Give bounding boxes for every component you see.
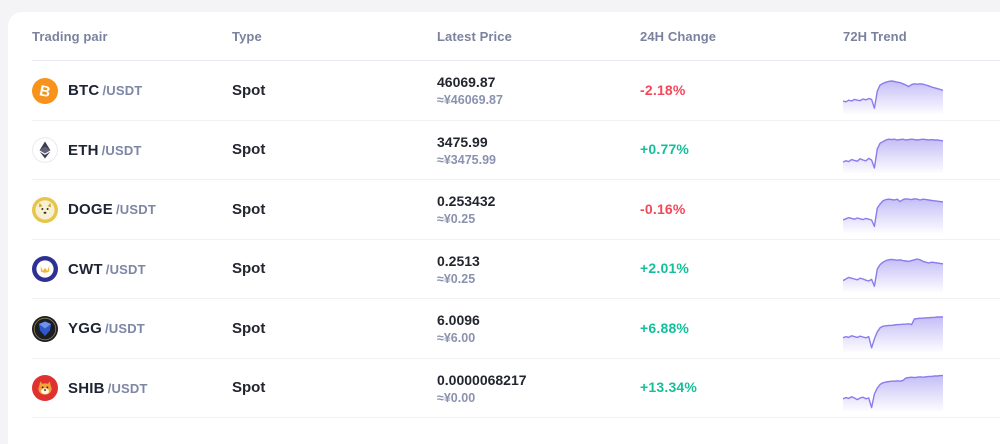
market-type-label: Spot xyxy=(232,200,266,218)
pair-symbol: CWT xyxy=(68,260,103,278)
change-cell: +6.88% xyxy=(640,320,843,338)
price-cell: 3475.99 ≈¥3475.99 xyxy=(437,134,640,167)
trend-sparkline xyxy=(843,80,943,114)
trend-cell xyxy=(843,306,983,352)
trading-pair-cell: YGG /USDT xyxy=(32,315,232,342)
pair-quote: /USDT xyxy=(105,261,146,277)
table-row[interactable]: ETH /USDT Spot 3475.99 ≈¥3475.99 +0.77% xyxy=(8,121,1000,181)
table-body: B BTC /USDT Spot 46069.87 ≈¥46069.87 -2.… xyxy=(8,61,1000,418)
trend-sparkline xyxy=(843,138,943,174)
change-24h: +2.01% xyxy=(640,260,690,277)
change-cell: +13.34% xyxy=(640,379,843,397)
pair-symbol: BTC xyxy=(68,82,100,100)
pair-quote: /USDT xyxy=(115,202,156,218)
price-cell: 0.2513 ≈¥0.25 xyxy=(437,253,640,286)
change-cell: -0.16% xyxy=(640,201,843,219)
market-type-label: Spot xyxy=(232,81,266,99)
pair-symbol: ETH xyxy=(68,141,99,159)
trend-cell xyxy=(843,365,983,412)
trend-sparkline xyxy=(843,375,943,412)
trading-pair-cell: B BTC /USDT xyxy=(32,77,232,104)
trading-pair-cell: DOGE /USDT xyxy=(32,196,232,223)
latest-price-fiat: ≈¥0.25 xyxy=(437,212,476,227)
doge-coin-icon xyxy=(32,196,58,223)
latest-price: 0.253432 xyxy=(437,193,496,210)
column-header-trading-pair: Trading pair xyxy=(32,29,108,44)
eth-coin-icon xyxy=(32,137,58,164)
pair-quote: /USDT xyxy=(107,380,148,396)
change-24h: +6.88% xyxy=(640,319,690,336)
type-cell: Spot xyxy=(232,141,437,159)
change-cell: +2.01% xyxy=(640,260,843,278)
table-row[interactable]: B BTC /USDT Spot 46069.87 ≈¥46069.87 -2.… xyxy=(8,61,1000,121)
table-header: Trading pair Type Latest Price 24H Chang… xyxy=(8,12,1000,61)
pair-quote: /USDT xyxy=(102,83,143,99)
change-24h: -2.18% xyxy=(640,81,686,98)
cwt-coin-icon xyxy=(32,256,58,283)
latest-price-fiat: ≈¥46069.87 xyxy=(437,93,503,108)
column-header-72h-trend: 72H Trend xyxy=(843,29,907,44)
column-header-24h-change: 24H Change xyxy=(640,29,717,44)
price-cell: 46069.87 ≈¥46069.87 xyxy=(437,74,640,107)
change-cell: -2.18% xyxy=(640,82,843,100)
market-type-label: Spot xyxy=(232,260,266,278)
type-cell: Spot xyxy=(232,379,437,397)
pair-quote: /USDT xyxy=(101,142,142,158)
market-pairs-card: Trading pair Type Latest Price 24H Chang… xyxy=(8,12,1000,444)
pair-symbol: YGG xyxy=(68,320,102,338)
trend-cell xyxy=(843,127,983,174)
pair-quote: /USDT xyxy=(104,321,145,337)
table-row[interactable]: CWT /USDT Spot 0.2513 ≈¥0.25 +2.01% xyxy=(8,240,1000,300)
trend-cell xyxy=(843,246,983,293)
type-cell: Spot xyxy=(232,201,437,219)
trend-sparkline xyxy=(843,258,943,293)
type-cell: Spot xyxy=(232,320,437,338)
pair-symbol: DOGE xyxy=(68,201,113,219)
pair-symbol: SHIB xyxy=(68,379,105,397)
change-cell: +0.77% xyxy=(640,141,843,159)
ygg-coin-icon xyxy=(32,315,58,342)
trend-cell xyxy=(843,187,983,233)
change-24h: +0.77% xyxy=(640,141,690,158)
table-row[interactable]: YGG /USDT Spot 6.0096 ≈¥6.00 +6.88% xyxy=(8,299,1000,359)
market-type-label: Spot xyxy=(232,319,266,337)
trend-cell xyxy=(843,68,983,114)
btc-coin-icon: B xyxy=(32,77,58,104)
type-cell: Spot xyxy=(232,260,437,278)
table-row[interactable]: DOGE /USDT Spot 0.253432 ≈¥0.25 -0.16% xyxy=(8,180,1000,240)
trend-sparkline xyxy=(843,197,943,233)
latest-price: 0.2513 xyxy=(437,252,480,269)
price-cell: 0.0000068217 ≈¥0.00 xyxy=(437,372,640,405)
change-24h: +13.34% xyxy=(640,379,698,396)
trading-pair-cell: SHIB /USDT xyxy=(32,375,232,402)
latest-price-fiat: ≈¥0.25 xyxy=(437,271,476,286)
column-header-type: Type xyxy=(232,29,262,44)
latest-price: 3475.99 xyxy=(437,133,488,150)
latest-price: 6.0096 xyxy=(437,312,480,329)
svg-text:B: B xyxy=(38,82,52,101)
latest-price: 0.0000068217 xyxy=(437,371,527,388)
change-24h: -0.16% xyxy=(640,200,686,217)
shib-coin-icon xyxy=(32,375,58,402)
trading-pair-cell: CWT /USDT xyxy=(32,256,232,283)
type-cell: Spot xyxy=(232,82,437,100)
table-row[interactable]: SHIB /USDT Spot 0.0000068217 ≈¥0.00 +13.… xyxy=(8,359,1000,419)
price-cell: 0.253432 ≈¥0.25 xyxy=(437,193,640,226)
latest-price-fiat: ≈¥6.00 xyxy=(437,331,476,346)
trend-sparkline xyxy=(843,316,943,352)
market-type-label: Spot xyxy=(232,141,266,159)
latest-price: 46069.87 xyxy=(437,74,496,91)
latest-price-fiat: ≈¥3475.99 xyxy=(437,152,496,167)
column-header-latest-price: Latest Price xyxy=(437,29,512,44)
trading-pair-cell: ETH /USDT xyxy=(32,137,232,164)
latest-price-fiat: ≈¥0.00 xyxy=(437,390,476,405)
market-type-label: Spot xyxy=(232,379,266,397)
price-cell: 6.0096 ≈¥6.00 xyxy=(437,312,640,345)
